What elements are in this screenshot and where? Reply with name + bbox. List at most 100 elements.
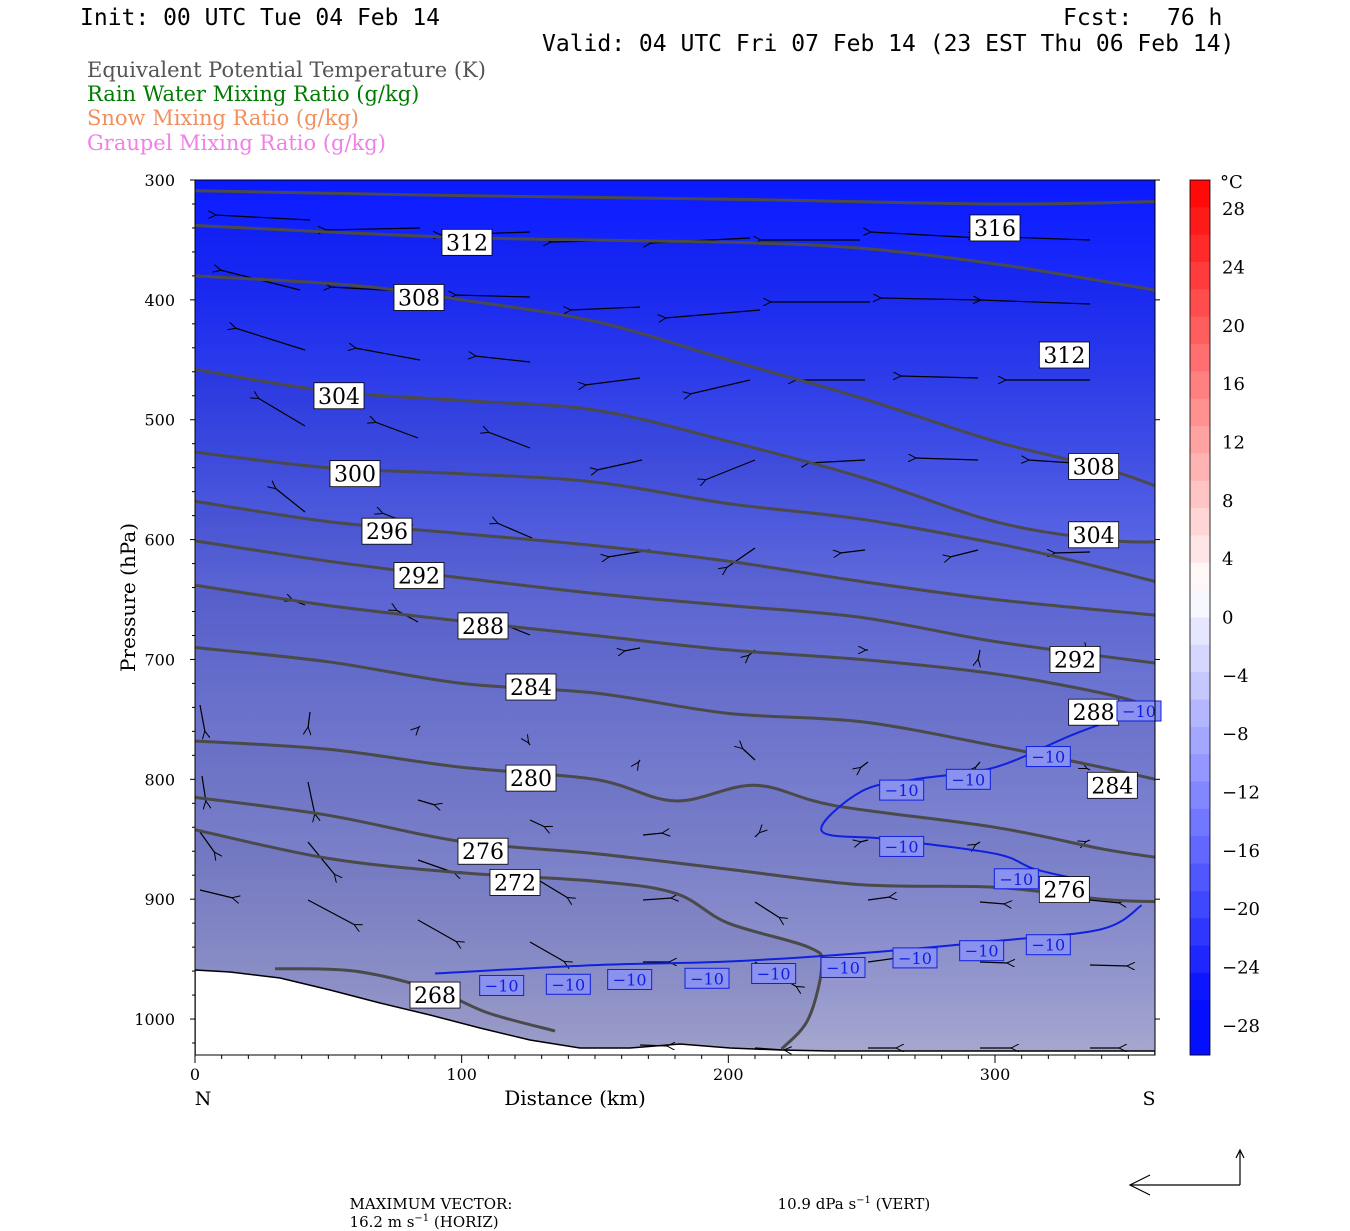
theta-e-contour-316 [195, 189, 1155, 206]
wind-vector [325, 228, 421, 230]
north-label: N [195, 1088, 212, 1110]
colorbar-label: 28 [1222, 199, 1245, 220]
theta-e-label-box [505, 673, 557, 701]
wind-vector [275, 488, 306, 513]
wind-vector [418, 725, 421, 728]
temperature-label-text: −10 [951, 770, 985, 789]
temperature-label-box [945, 768, 991, 790]
temperature-label-text: −10 [613, 970, 647, 989]
theta-e-label-box [441, 228, 493, 256]
forecast-hour-label: Fcst: [1063, 5, 1133, 31]
theta-e-label-text: 268 [414, 984, 456, 1009]
theta-e-label: 292 [393, 562, 445, 590]
wind-vector [860, 761, 869, 768]
wind-vector [808, 460, 866, 463]
temperature-label: −10 [1025, 746, 1071, 768]
max-vector-label: MAXIMUM VECTOR: 16.2 m s−1 (HORIZ) [349, 1195, 513, 1231]
x-tick-label: 100 [446, 1065, 477, 1084]
theta-e-label-box [1038, 876, 1090, 903]
colorbar-segment [1190, 289, 1210, 318]
wind-vector [529, 941, 565, 962]
x-tick-label: 0 [190, 1065, 200, 1084]
colorbar-segment [1190, 1000, 1210, 1029]
temperature-label: −10 [545, 973, 591, 995]
theta-e-label: 288 [457, 612, 509, 640]
wind-vector [642, 833, 663, 835]
colorbar-segment [1190, 726, 1210, 755]
theta-e-label-box [361, 517, 413, 545]
x-tick-label: 200 [713, 1065, 744, 1084]
colorbar-segment [1190, 398, 1210, 427]
colorbar-label: −20 [1222, 899, 1260, 920]
colorbar-segment [1190, 699, 1210, 728]
colorbar-label: 24 [1222, 258, 1245, 279]
wind-vector [870, 232, 981, 239]
theta-e-label-box [1068, 453, 1120, 480]
colorbar-label: −28 [1222, 1016, 1260, 1037]
theta-e-label-text: 312 [1043, 344, 1085, 369]
wind-vectors [199, 215, 1128, 1050]
theta-e-label-text: 276 [1043, 879, 1085, 904]
wind-vector [585, 377, 641, 385]
theta-e-label-text: 276 [462, 840, 504, 865]
theta-e-label-box [409, 981, 461, 1009]
temperature-label-box [684, 967, 730, 989]
colorbar-segment [1190, 972, 1210, 1001]
colorbar-segment [1190, 480, 1210, 509]
legend-theta-e: Equivalent Potential Temperature (K) [87, 58, 486, 82]
theta-e-label-text: 312 [446, 231, 488, 256]
colorbar-segment [1190, 453, 1210, 482]
temperature-label-text: −10 [1031, 936, 1065, 955]
temperature-label-text: −10 [885, 781, 919, 800]
wind-vector [690, 379, 751, 394]
wind-vector [258, 398, 306, 427]
theta-e-label: 304 [1068, 521, 1120, 549]
temperature-label-text: −10 [1031, 748, 1065, 767]
init-time: Init: 00 UTC Tue 04 Feb 14 [80, 5, 441, 31]
wind-vector [754, 832, 760, 838]
theta-e-contour-296 [195, 499, 1155, 617]
theta-e-label-box [313, 382, 365, 410]
max-vector-horiz: 16.2 m s−1 (HORIZ) [349, 1213, 499, 1231]
wind-vector [705, 459, 756, 480]
theta-e-label-box [1068, 521, 1120, 549]
legend-snow: Snow Mixing Ratio (g/kg) [87, 106, 359, 130]
colorbar-segment [1190, 535, 1210, 564]
temperature-label: −10 [820, 957, 866, 978]
legend-rain: Rain Water Mixing Ratio (g/kg) [87, 82, 420, 106]
colorbar-label: −12 [1222, 783, 1260, 804]
wind-vector [665, 309, 761, 318]
theta-e-contour-292 [195, 539, 1155, 665]
y-tick-label: 800 [144, 770, 175, 789]
theta-e-label-box [1086, 771, 1138, 799]
colorbar-segment [1190, 344, 1210, 372]
wind-vector [950, 549, 979, 557]
wind-vector [915, 458, 979, 460]
theta-e-label: 308 [393, 284, 445, 311]
wind-vector [417, 919, 457, 942]
theta-e-label-text: 296 [366, 520, 408, 545]
valid-time: Valid: 04 UTC Fri 07 Feb 14 (23 EST Thu … [542, 31, 1235, 57]
colorbar-segment [1190, 644, 1210, 673]
x-tick-label: 300 [980, 1065, 1011, 1084]
theta-e-label-box [393, 284, 445, 311]
wind-vector [1089, 965, 1128, 966]
colorbar-unit: °C [1220, 172, 1243, 193]
colorbar-segment [1190, 945, 1210, 974]
wind-vector [307, 781, 315, 815]
y-tick-label: 500 [144, 411, 175, 430]
wind-vector [199, 831, 215, 853]
colorbar-segment [1190, 562, 1210, 591]
colorbar-segment [1190, 754, 1210, 783]
theta-e-label: 288 [1068, 698, 1120, 726]
theta-e-label-box [969, 214, 1021, 242]
wind-vector [1054, 552, 1091, 553]
wind-vector [488, 432, 531, 449]
theta-e-label-box [1068, 698, 1120, 726]
theta-e-label-text: 300 [334, 463, 376, 488]
theta-e-contour-308 [195, 274, 1155, 488]
wind-vector [597, 459, 643, 470]
colorbar-segment [1190, 617, 1210, 646]
colorbar-segment [1190, 371, 1210, 400]
